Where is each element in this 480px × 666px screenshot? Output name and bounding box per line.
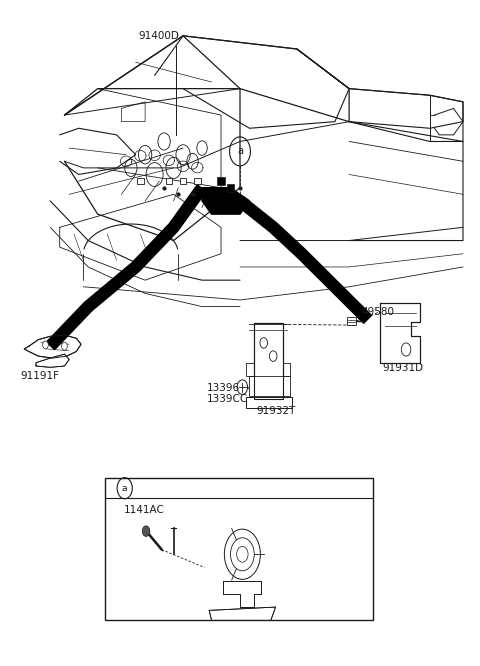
Polygon shape	[246, 397, 292, 408]
Polygon shape	[380, 303, 420, 363]
Text: 49580: 49580	[361, 306, 394, 316]
Circle shape	[61, 342, 67, 350]
Bar	[194, 178, 201, 184]
Bar	[227, 184, 234, 192]
Bar	[137, 178, 144, 184]
Polygon shape	[254, 323, 283, 399]
Circle shape	[260, 338, 267, 348]
Text: a: a	[122, 484, 128, 493]
Circle shape	[237, 546, 248, 562]
Text: 1141AC: 1141AC	[124, 505, 165, 515]
Text: 1339CC: 1339CC	[207, 394, 248, 404]
Circle shape	[43, 341, 48, 349]
Text: 13396: 13396	[207, 383, 240, 393]
Polygon shape	[223, 581, 261, 607]
Text: 91932T: 91932T	[257, 406, 296, 416]
Circle shape	[269, 351, 277, 362]
Polygon shape	[36, 354, 69, 368]
Bar	[166, 178, 172, 184]
Text: a: a	[237, 147, 243, 157]
Circle shape	[401, 343, 411, 356]
Bar	[180, 178, 186, 184]
Circle shape	[142, 526, 150, 536]
Text: 91931D: 91931D	[383, 363, 423, 373]
Bar	[217, 177, 225, 185]
Bar	[347, 317, 356, 325]
Polygon shape	[202, 188, 250, 214]
Circle shape	[237, 380, 248, 394]
Circle shape	[230, 537, 254, 571]
Polygon shape	[24, 335, 81, 358]
Bar	[105, 478, 373, 620]
Polygon shape	[209, 607, 276, 620]
Polygon shape	[250, 376, 290, 396]
Circle shape	[224, 529, 261, 579]
Text: 91400D: 91400D	[138, 31, 179, 41]
Text: 91191F: 91191F	[21, 371, 60, 381]
